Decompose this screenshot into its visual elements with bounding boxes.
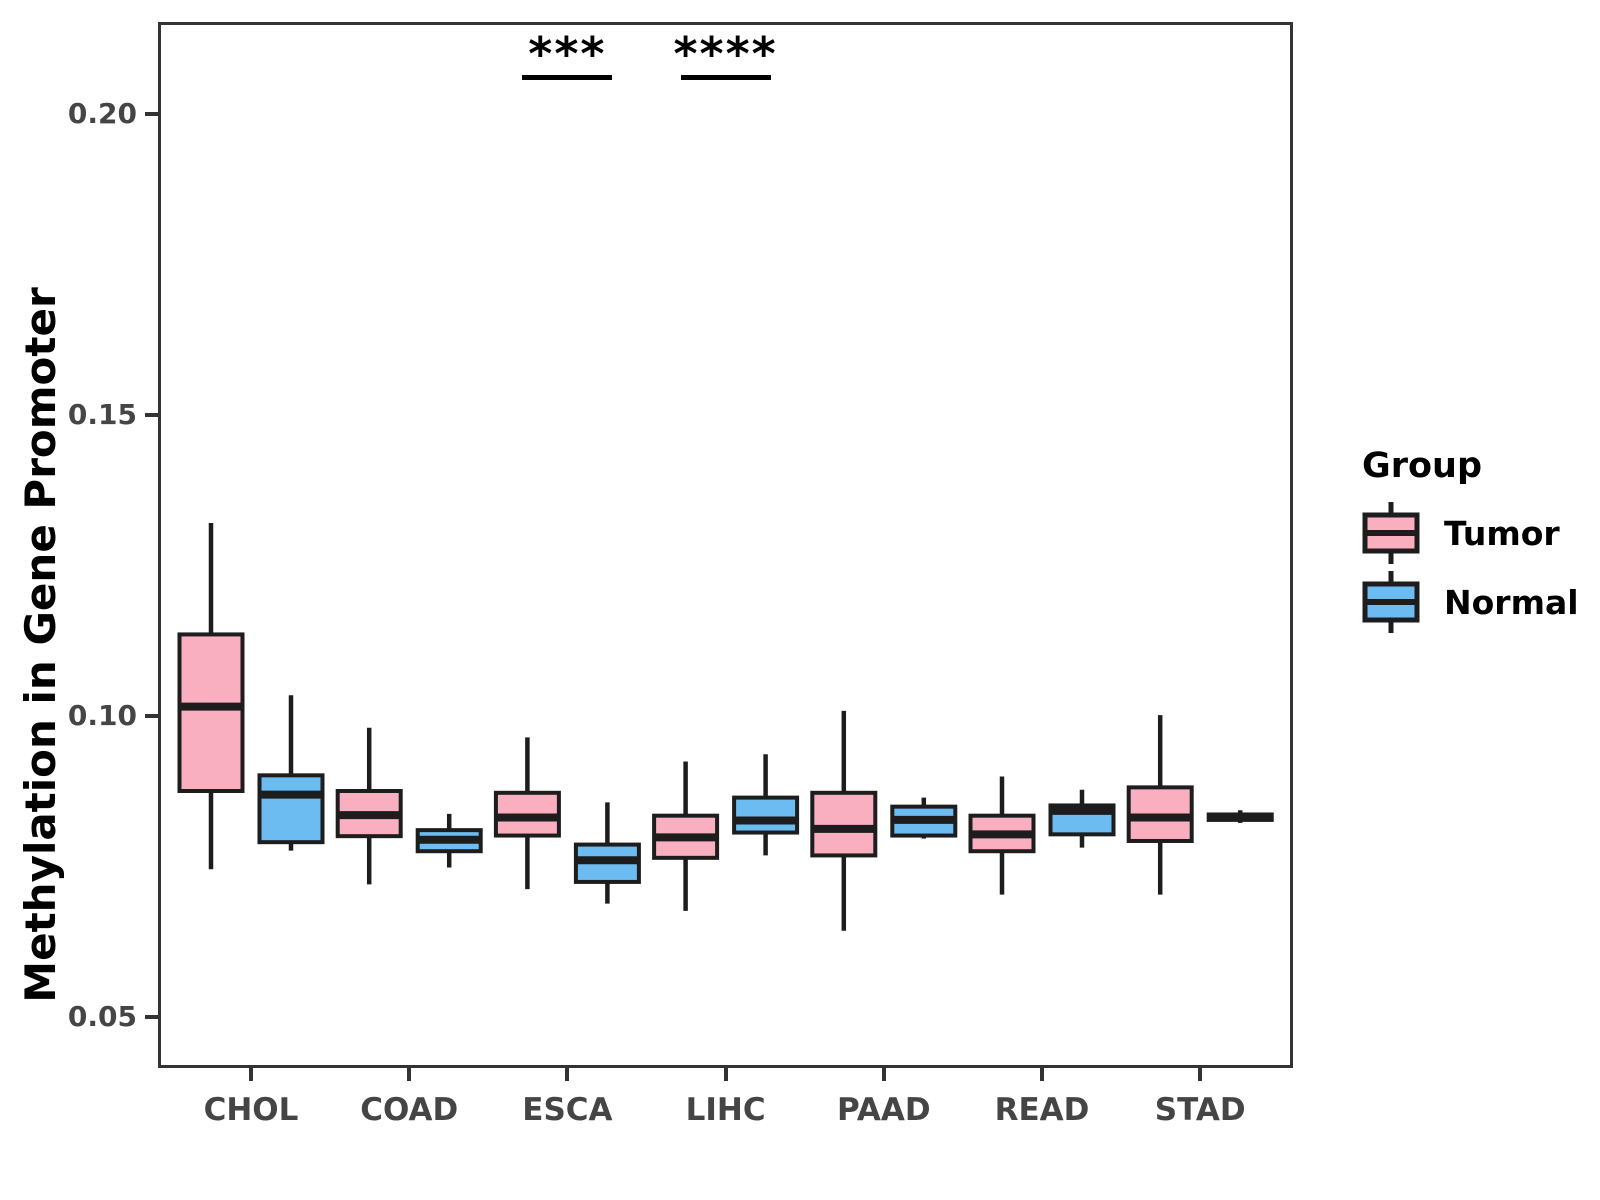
box-PAAD-Normal — [890, 797, 958, 839]
legend-item-tumor: Tumor — [1362, 502, 1582, 564]
x-tick-label-ESCA: ESCA — [522, 1092, 613, 1128]
boxplot-canvas — [177, 523, 1274, 931]
x-tick-mark-ESCA — [565, 1068, 570, 1081]
box-STAD-Normal — [1206, 810, 1274, 823]
box-CHOL-Normal — [257, 695, 325, 851]
x-tick-mark-READ — [1040, 1068, 1044, 1081]
box-LIHC-Normal — [732, 754, 800, 856]
y-axis-title: Methylation in Gene Promoter — [16, 287, 65, 1003]
iqr-box — [177, 632, 245, 793]
box-COAD-Tumor — [335, 727, 403, 885]
iqr-box — [732, 795, 800, 835]
y-tick-label-0.05: 0.05 — [67, 999, 137, 1033]
iqr-box — [257, 773, 325, 845]
y-tick-mark-0.05 — [145, 1014, 158, 1019]
y-tick-mark-0.10 — [145, 713, 158, 718]
x-tick-label-PAAD: PAAD — [837, 1092, 931, 1128]
significance-line-LIHC — [680, 74, 771, 80]
box-READ-Normal — [1048, 789, 1116, 848]
box-PAAD-Tumor — [810, 710, 878, 931]
y-tick-mark-0.20 — [145, 111, 158, 116]
box-ESCA-Normal — [573, 802, 641, 904]
legend-glyph-tumor-boxplot-icon — [1362, 502, 1420, 564]
box-READ-Tumor — [968, 776, 1036, 895]
x-tick-label-COAD: COAD — [360, 1092, 459, 1128]
box-LIHC-Tumor — [652, 761, 720, 911]
box-ESCA-Tumor — [493, 737, 561, 890]
box-CHOL-Tumor — [177, 523, 245, 870]
box-COAD-Normal — [415, 813, 483, 868]
x-tick-label-STAD: STAD — [1154, 1092, 1246, 1128]
legend: Group Tumor Normal — [1362, 446, 1582, 640]
significance-stars-LIHC: **** — [673, 26, 778, 81]
x-tick-label-READ: READ — [994, 1092, 1090, 1128]
significance-stars-ESCA: *** — [528, 26, 607, 81]
y-tick-label-0.20: 0.20 — [67, 96, 137, 130]
x-tick-mark-PAAD — [881, 1068, 886, 1081]
legend-label-normal: Normal — [1444, 582, 1579, 622]
x-tick-mark-STAD — [1198, 1068, 1203, 1081]
significance-line-ESCA — [522, 74, 613, 80]
iqr-box — [810, 790, 878, 858]
x-tick-label-LIHC: LIHC — [685, 1092, 766, 1128]
legend-glyph-normal-boxplot-icon — [1362, 571, 1420, 633]
x-tick-mark-LIHC — [723, 1068, 728, 1081]
x-tick-label-CHOL: CHOL — [203, 1092, 299, 1128]
y-tick-mark-0.15 — [145, 412, 158, 417]
y-tick-label-0.15: 0.15 — [67, 397, 137, 431]
plot-panel — [158, 22, 1293, 1068]
x-tick-mark-COAD — [407, 1068, 412, 1081]
legend-item-normal: Normal — [1362, 571, 1582, 633]
box-STAD-Tumor — [1126, 715, 1194, 895]
y-tick-label-0.10: 0.10 — [67, 698, 137, 732]
x-tick-mark-CHOL — [249, 1068, 253, 1081]
legend-label-tumor: Tumor — [1444, 513, 1560, 553]
legend-title: Group — [1362, 446, 1483, 486]
